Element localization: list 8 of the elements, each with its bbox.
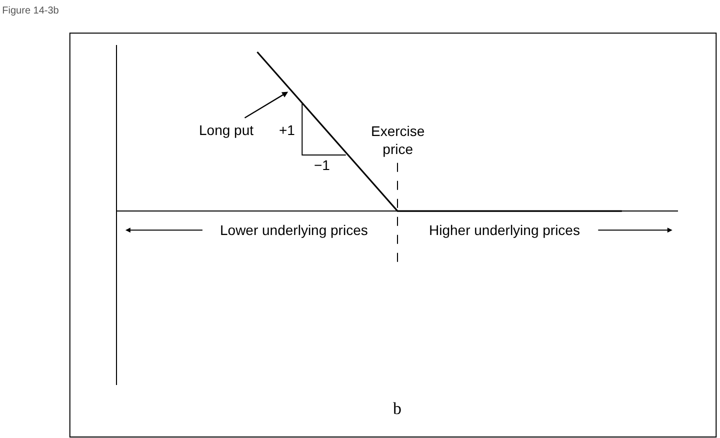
text: b <box>393 399 402 418</box>
text: Higher underlying prices <box>429 222 580 238</box>
annotation: +1 <box>279 122 296 138</box>
annotation: Exercise price <box>371 123 425 158</box>
text: Lower underlying prices <box>220 222 368 238</box>
annotation: Long put <box>199 122 254 138</box>
annotation: −1 <box>314 157 330 173</box>
text: Figure 14-3b <box>2 6 60 17</box>
